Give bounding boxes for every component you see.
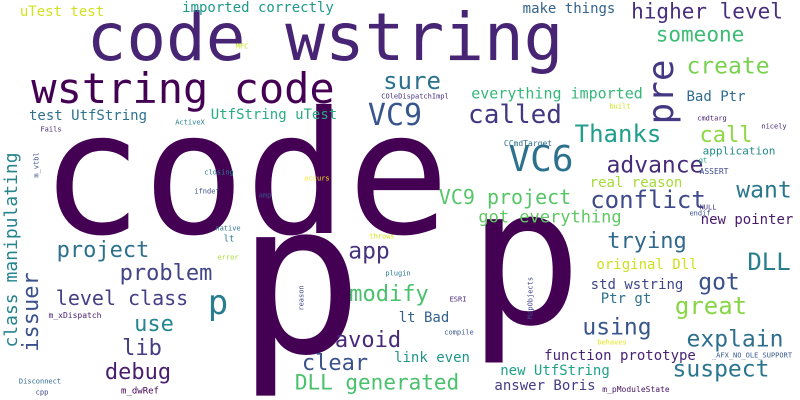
word-original-dll: original Dll <box>596 257 698 273</box>
word-afx-no-ole-support: _AFX_NO_OLE_SUPPORT <box>711 351 793 360</box>
word-dll-generated: DLL generated <box>294 370 460 395</box>
word-lt-bad: lt Bad <box>398 310 450 326</box>
word-modify: modify <box>349 282 429 307</box>
word-ptr-gt: Ptr gt <box>600 291 652 307</box>
word-cmdtarg: cmdtarg <box>697 114 727 123</box>
word-clear: clear <box>301 351 369 376</box>
word-error: error <box>217 253 239 262</box>
word-higher-level: higher level <box>631 0 783 24</box>
word-lt: lt <box>223 234 235 245</box>
word-called: called <box>468 100 562 130</box>
word-using: using <box>582 314 652 341</box>
word-everything-imported: everything imported <box>471 84 643 103</box>
word-conflict: conflict <box>590 186 706 214</box>
word-behaves: behaves <box>597 338 627 347</box>
word-gt: gt <box>698 156 708 165</box>
word-app: app <box>348 238 390 265</box>
word-p: p <box>236 157 364 400</box>
word-real-reason: real reason <box>589 175 683 191</box>
word-std-wstring: std wstring <box>590 277 684 293</box>
word-great: great <box>674 292 748 320</box>
word-ifndef: ifndef <box>194 187 220 196</box>
word-lib: lib <box>122 336 162 361</box>
word-avoid: avoid <box>334 328 402 353</box>
word-new-utfstring: new UtfString <box>500 363 610 379</box>
word-application: application <box>702 144 776 158</box>
word-sure: sure <box>383 67 441 95</box>
word-reason: reason <box>297 285 306 311</box>
word-function-prototype: function prototype <box>544 348 696 364</box>
word-code-wstring: code wstring <box>86 0 564 76</box>
word-trying: trying <box>607 229 687 254</box>
word-bad-ptr: Bad Ptr <box>686 89 746 105</box>
word-got: got <box>698 269 740 296</box>
word-advance: advance <box>606 152 704 179</box>
word-suspect: suspect <box>672 356 770 383</box>
word-built: built <box>609 102 631 111</box>
word-fails: Fails <box>40 125 62 134</box>
word-want: want <box>736 177 792 204</box>
word-level-class: level class <box>55 286 189 310</box>
word-make-things: make things <box>522 1 616 17</box>
word-disconnect: Disconnect <box>18 377 62 386</box>
word-m-dwref: m_dwRef <box>121 386 159 397</box>
word-ccmdtarget: CCmdTarget <box>503 139 553 148</box>
word-p: p <box>207 283 229 323</box>
word-wstring-code: wstring code <box>31 64 335 113</box>
word-compile: compile <box>444 328 474 337</box>
word-native: native <box>215 224 241 233</box>
word-mfc: MFC <box>235 42 249 51</box>
word-call: call <box>699 123 753 148</box>
word-someone: someone <box>655 22 745 47</box>
word-imported-correctly: imported correctly <box>182 0 334 16</box>
word-closing: closing <box>204 168 234 177</box>
word-mapobjects: MapObjects <box>526 276 535 320</box>
word-p: p <box>467 147 583 368</box>
word-vc9: VC9 <box>367 98 423 133</box>
word-esri: ESRI <box>449 295 467 304</box>
word-dll: DLL <box>747 248 791 276</box>
word-got-everything: got everything <box>478 207 622 228</box>
word-endif: endif <box>689 209 711 218</box>
word-explain: explain <box>686 326 784 353</box>
word-null: NULL <box>699 203 717 212</box>
word-thanks: Thanks <box>574 120 662 148</box>
word-occurs: occurs <box>304 174 330 183</box>
word-test-utfstring: test UtfString <box>28 108 148 124</box>
word-cpp: cpp <box>35 388 49 397</box>
word-coledispatchimpl: COleDispatchImpl <box>381 92 449 101</box>
word-debug: debug <box>104 360 172 385</box>
word-new-pointer: new pointer <box>700 212 794 228</box>
word-pre: pre <box>641 59 682 125</box>
word-answer-boris: answer Boris <box>494 378 596 394</box>
word-use: use <box>134 312 174 337</box>
word-throws: throws <box>369 232 395 241</box>
word-problem: problem <box>119 261 213 286</box>
word-utest-test: uTest test <box>19 4 105 20</box>
word-link-even: link even <box>394 350 470 366</box>
word-code: code <box>40 76 450 274</box>
word-issuer: issuer <box>19 272 44 352</box>
word-assert: ASSERT <box>699 167 729 176</box>
word-class-manipulating: class manipulating <box>1 152 22 348</box>
word-plugin: plugin <box>385 269 411 278</box>
word-vc9-project: VC9 project <box>438 185 572 209</box>
word-m-pmodulestate: m_pModuleState <box>602 385 670 394</box>
word-amp: amp <box>258 191 272 200</box>
word-project: project <box>56 238 150 263</box>
word-vc6: VC6 <box>508 139 574 180</box>
word-m-xdispatch: m_xDispatch <box>48 311 102 320</box>
word-nicely: nicely <box>761 122 787 131</box>
word-utfstring-utest: UtfString uTest <box>210 107 338 123</box>
word-m-vtbl: m_vtbl <box>32 152 41 178</box>
word-activex: ActiveX <box>175 118 205 127</box>
word-create: create <box>686 53 770 80</box>
